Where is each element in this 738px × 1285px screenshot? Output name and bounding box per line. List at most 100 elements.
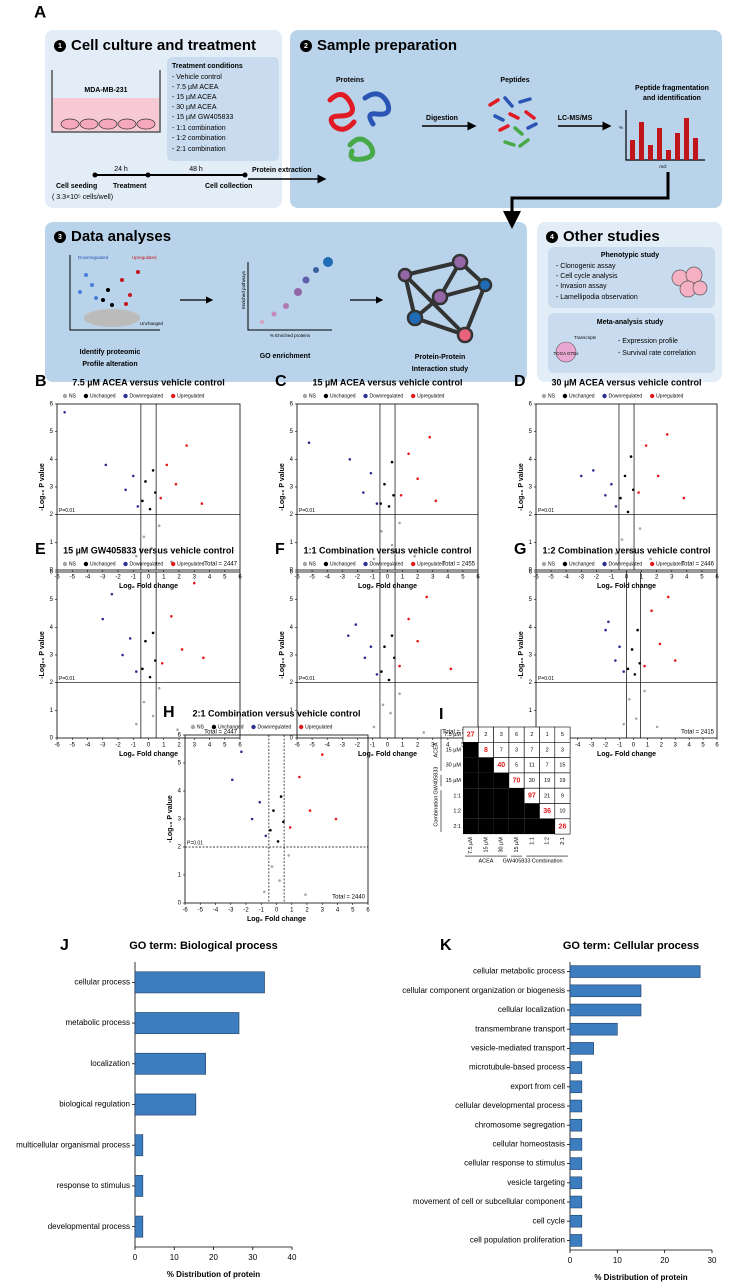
point	[387, 505, 391, 508]
cell-value: 3	[561, 747, 564, 753]
cell-value: 10	[559, 809, 565, 815]
y-tick-label: 0	[50, 736, 54, 742]
x-tick-label: 20	[660, 1256, 669, 1265]
point	[649, 557, 652, 561]
point	[354, 623, 358, 626]
point	[392, 494, 395, 497]
cell-value: 7	[530, 747, 533, 753]
legend-swatch	[410, 393, 416, 399]
legend-label: Downregulated	[258, 724, 292, 730]
col-label: 30 µM	[499, 837, 505, 853]
y-tick-label: developmental process	[48, 1222, 130, 1231]
empty-cell	[508, 803, 525, 819]
x-axis-label: Log₂ Fold change	[119, 751, 178, 758]
x-tick-label: 3	[321, 908, 325, 914]
condition: - Vehicle control	[172, 74, 222, 81]
x-tick-label: 10	[170, 1253, 179, 1262]
legend-label: NS	[548, 393, 556, 399]
point	[626, 667, 630, 671]
time-point	[242, 172, 248, 178]
go-icon	[260, 257, 333, 324]
y-tick-label: cellular localization	[498, 1005, 565, 1014]
label: GO enrichment	[260, 353, 311, 360]
y-tick-label: 1	[529, 540, 533, 546]
bar	[134, 1175, 144, 1197]
y-tick-label: 5	[290, 429, 294, 435]
col-label: 15 µM	[514, 837, 520, 853]
point	[282, 820, 285, 824]
point	[614, 505, 618, 508]
step-title: Sample preparation	[317, 37, 457, 54]
x-tick-label: -2	[603, 743, 609, 749]
cell-value: 2	[484, 732, 487, 738]
peptides-icon	[488, 96, 538, 148]
icon-label: TCGA GTEx	[553, 351, 579, 356]
x-tick-label: -4	[324, 575, 330, 581]
legend-swatch	[123, 393, 128, 399]
y-tick-label: 5	[178, 761, 182, 767]
point	[375, 673, 379, 676]
x-tick-label: -3	[589, 743, 595, 749]
point	[320, 753, 324, 756]
point	[101, 617, 105, 621]
point	[272, 809, 275, 812]
y-tick-label: 6	[290, 570, 294, 576]
point	[622, 722, 626, 726]
x-tick-label: 4	[208, 575, 212, 581]
chart-title: 1:2 Combination versus vehicle control	[542, 545, 710, 555]
x-axis-label: % Distribution of protein	[594, 1273, 687, 1282]
y-tick-label: 2	[529, 512, 533, 518]
empty-cell	[493, 788, 509, 804]
point	[298, 775, 301, 779]
panel-label: J	[60, 937, 69, 954]
y-tick-label: metabolic process	[66, 1018, 130, 1027]
legend-label: Upregulated	[417, 561, 444, 567]
empty-cell	[508, 788, 525, 804]
y-tick-label: 3	[50, 485, 54, 491]
bar	[569, 1176, 583, 1190]
point	[142, 700, 146, 704]
legend-swatch	[123, 561, 128, 567]
y-tick-label: 4	[290, 457, 294, 463]
y-tick-label: 0	[290, 736, 294, 742]
box	[45, 222, 527, 382]
point	[372, 725, 376, 729]
panel-label: F	[275, 541, 285, 558]
network-nodes	[397, 253, 493, 344]
bar	[134, 971, 265, 994]
x-tick-label: 0	[386, 575, 390, 581]
point	[135, 670, 138, 673]
point	[185, 444, 188, 447]
point	[627, 697, 631, 701]
y-tick-label: 4	[50, 625, 54, 631]
bar	[134, 1215, 144, 1238]
point	[160, 662, 164, 665]
y-axis-label: -Log₁₀ P value	[167, 795, 174, 843]
legend-label: Unchanged	[218, 724, 244, 730]
label: Peptide fragmentation	[635, 85, 709, 92]
legend-swatch	[363, 561, 368, 567]
legend-swatch	[62, 393, 68, 399]
y-tick-label: microtubule-based process	[469, 1063, 565, 1072]
point	[141, 499, 144, 503]
point	[614, 659, 617, 662]
study-box	[548, 313, 715, 373]
point	[636, 628, 639, 632]
panel-a: A 1 Cell culture and treatment 2 Sample …	[34, 2, 722, 382]
threshold-label: P=0.01	[187, 840, 203, 846]
y-tick-label: biological regulation	[59, 1100, 130, 1109]
legend-swatch	[649, 561, 655, 567]
step-badge	[546, 231, 558, 243]
y-tick-label: 5	[529, 597, 533, 603]
arrow	[503, 172, 670, 229]
col-label: 1:2	[545, 837, 551, 845]
x-tick-label: 1	[162, 743, 166, 749]
x-axis-label: Log₂ Fold change	[119, 583, 178, 590]
legend-label: Downregulated	[370, 561, 404, 567]
x-axis-label: Log₂ Fold change	[597, 751, 656, 758]
legend-label: Unchanged	[90, 561, 116, 567]
point	[192, 581, 196, 585]
legend-swatch	[62, 561, 68, 567]
point	[151, 631, 155, 635]
